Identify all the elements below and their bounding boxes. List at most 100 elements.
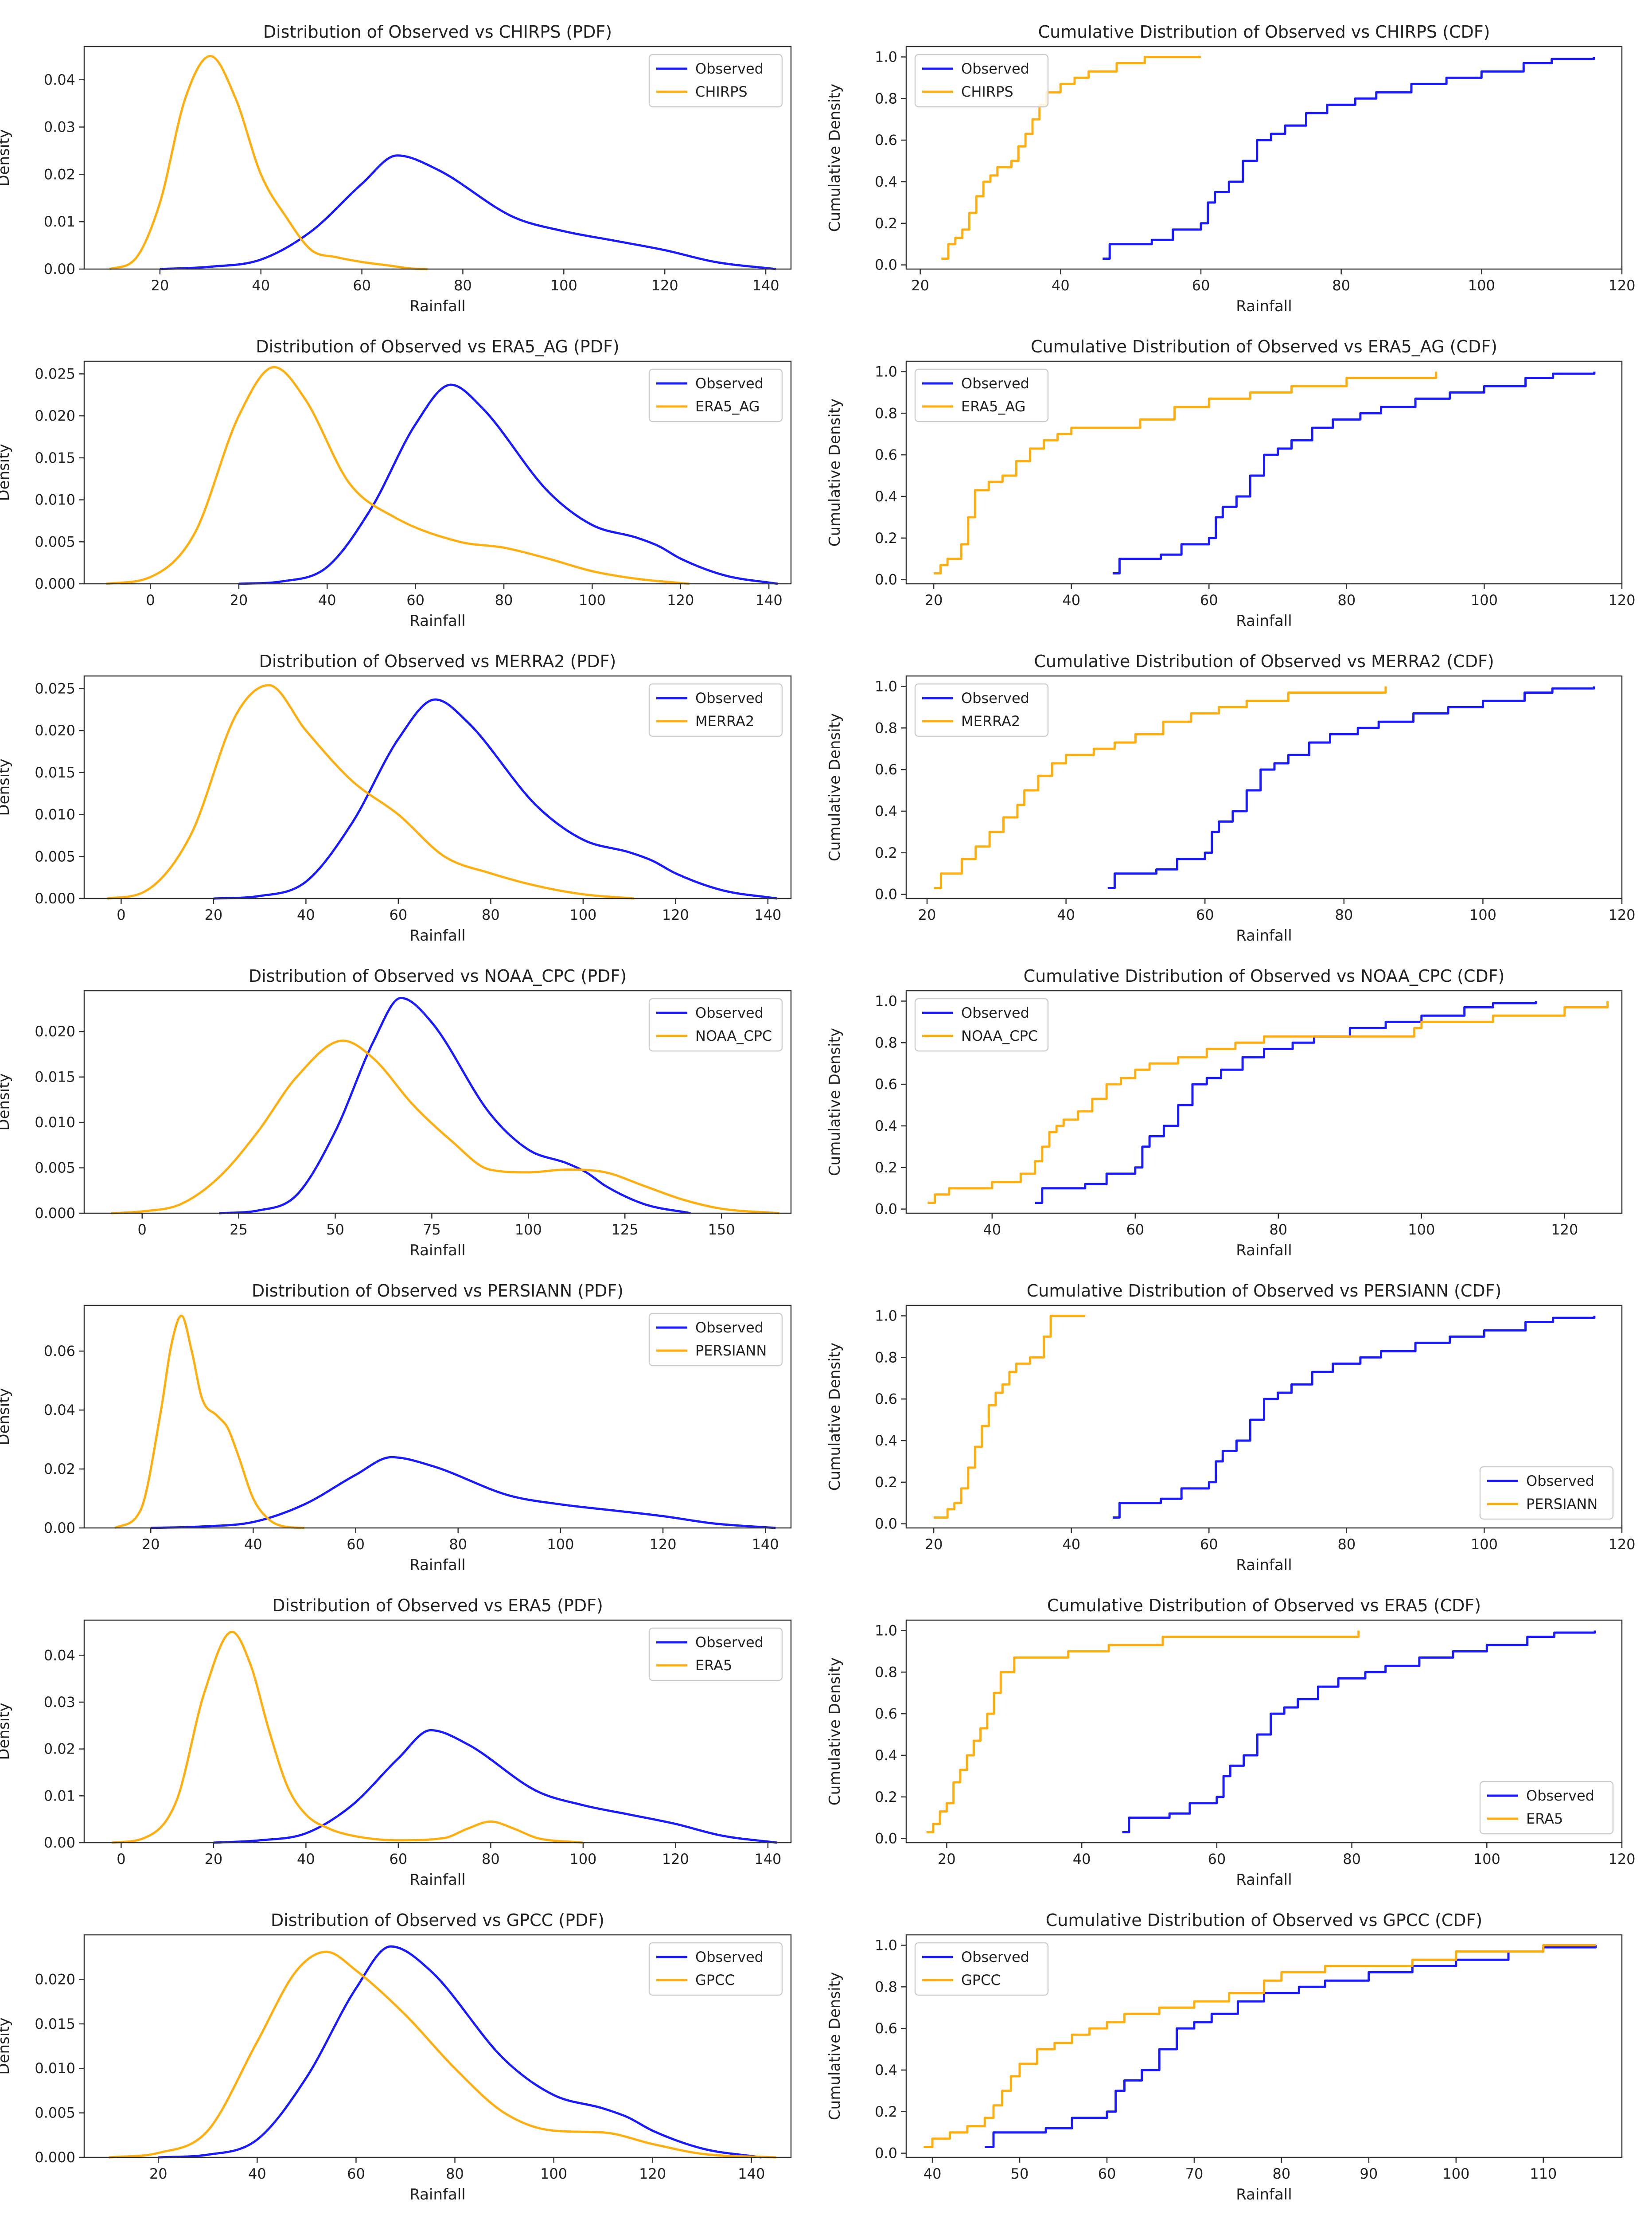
- y-tick-label: 0.0: [875, 1516, 897, 1532]
- series-line-observed: [1122, 1630, 1596, 1833]
- y-tick-label: 0.03: [44, 1694, 75, 1711]
- x-tick-label: 100: [1468, 277, 1495, 294]
- plot-frame: [83, 1934, 792, 2158]
- series-line-chirps: [941, 56, 1201, 260]
- legend: Observed NOAA_CPC: [648, 998, 783, 1052]
- x-tick-label: 100: [1469, 906, 1496, 923]
- x-tick-label: 40: [297, 906, 315, 923]
- x-axis-label: Rainfall: [409, 297, 465, 315]
- series-line-chirps: [109, 55, 428, 270]
- legend-label: Observed: [695, 1634, 764, 1651]
- legend: Observed PERSIANN: [1479, 1466, 1614, 1520]
- x-tick-label: 80: [482, 1851, 500, 1867]
- x-tick-label: 100: [569, 1851, 596, 1867]
- x-tick-label: 100: [1442, 2165, 1469, 2182]
- x-tick-label: 20: [911, 277, 929, 294]
- series-line-gpcc: [109, 1950, 776, 2159]
- y-tick-label: 0.6: [875, 1076, 897, 1093]
- y-tick-label: 0.010: [35, 806, 75, 823]
- y-tick-label: 0.8: [875, 1349, 897, 1366]
- x-tick-label: 100: [515, 1221, 542, 1238]
- chart-title: Cumulative Distribution of Observed vs G…: [1046, 1910, 1483, 1930]
- legend: Observed MERRA2: [914, 683, 1049, 737]
- x-tick-label: 80: [449, 1536, 467, 1553]
- x-tick-label: 20: [205, 1851, 223, 1867]
- x-tick-label: 60: [406, 592, 425, 609]
- legend-label: Observed: [961, 1949, 1029, 1965]
- x-tick-label: 80: [446, 2165, 464, 2182]
- x-axis-label: Rainfall: [1236, 1556, 1292, 1574]
- chart-title: Distribution of Observed vs NOAA_CPC (PD…: [249, 966, 627, 986]
- x-tick-label: 100: [579, 592, 606, 609]
- chart-panel-6: Cumulative Distribution of Observed vs M…: [826, 652, 1636, 945]
- legend-label: Observed: [695, 1949, 764, 1965]
- legend-label: PERSIANN: [695, 1342, 767, 1359]
- x-tick-label: 80: [454, 277, 472, 294]
- y-tick-label: 0.06: [44, 1343, 75, 1359]
- y-tick-label: 0.02: [44, 1461, 75, 1477]
- y-tick-label: 0.00: [44, 1520, 75, 1536]
- y-tick-label: 0.015: [35, 1069, 75, 1086]
- y-tick-label: 0.010: [35, 1114, 75, 1131]
- x-axis-label: Rainfall: [409, 927, 465, 945]
- series-line-observed: [213, 1729, 778, 1844]
- y-tick-label: 0.000: [35, 2149, 75, 2166]
- plot-frame: [83, 675, 792, 899]
- x-tick-label: 40: [1062, 1536, 1080, 1553]
- legend-label: Observed: [1526, 1787, 1594, 1804]
- y-tick-label: 0.6: [875, 132, 897, 148]
- y-tick-label: 0.000: [35, 890, 75, 907]
- y-tick-label: 1.0: [875, 1937, 897, 1953]
- legend-label: CHIRPS: [961, 83, 1013, 100]
- y-tick-label: 0.025: [35, 365, 75, 382]
- y-tick-label: 0.01: [44, 213, 75, 230]
- x-tick-label: 80: [1343, 1851, 1361, 1867]
- y-tick-label: 0.2: [875, 844, 897, 861]
- legend-label: Observed: [695, 690, 764, 707]
- y-axis-label: Cumulative Density: [826, 1343, 844, 1491]
- chart-title: Distribution of Observed vs MERRA2 (PDF): [259, 652, 616, 671]
- y-tick-label: 0.010: [35, 492, 75, 508]
- y-tick-label: 0.6: [875, 446, 897, 463]
- legend: Observed CHIRPS: [914, 54, 1049, 108]
- series-line-observed: [1112, 1316, 1596, 1519]
- x-tick-label: 20: [151, 277, 169, 294]
- chart-title: Distribution of Observed vs ERA5_AG (PDF…: [256, 337, 619, 356]
- x-tick-label: 100: [540, 2165, 567, 2182]
- y-tick-label: 0.6: [875, 1705, 897, 1722]
- series-line-noaa-cpc: [111, 1039, 780, 1215]
- y-tick-label: 0.020: [35, 1023, 75, 1040]
- plot-frame: [83, 1305, 792, 1529]
- x-tick-label: 20: [938, 1851, 956, 1867]
- y-tick-label: 0.015: [35, 764, 75, 781]
- plot-frame: [905, 360, 1623, 585]
- plot-frame: [905, 1305, 1623, 1529]
- chart-title: Cumulative Distribution of Observed vs P…: [1027, 1281, 1502, 1301]
- x-tick-label: 120: [667, 592, 694, 609]
- x-tick-label: 40: [318, 592, 336, 609]
- x-tick-label: 100: [1408, 1221, 1435, 1238]
- legend-label: NOAA_CPC: [961, 1027, 1038, 1044]
- series-line-gpcc: [923, 1944, 1596, 2148]
- y-tick-label: 0.020: [35, 1971, 75, 1988]
- y-axis-label: Cumulative Density: [826, 1657, 844, 1805]
- y-tick-label: 0.04: [44, 71, 75, 88]
- legend-label: Observed: [1526, 1473, 1594, 1489]
- y-tick-label: 0.020: [35, 722, 75, 739]
- y-tick-label: 0.00: [44, 261, 75, 277]
- series-line-observed: [158, 1945, 762, 2159]
- series-line-era5-ag: [106, 366, 690, 585]
- y-tick-label: 0.0: [875, 1201, 897, 1218]
- y-tick-label: 0.04: [44, 1647, 75, 1664]
- x-tick-label: 120: [1551, 1221, 1578, 1238]
- x-tick-label: 140: [756, 592, 783, 609]
- chart-panel-9: Distribution of Observed vs PERSIANN (PD…: [0, 1281, 792, 1574]
- y-tick-label: 0.0: [875, 886, 897, 903]
- plot-frame: [83, 1619, 792, 1844]
- y-tick-label: 0.8: [875, 90, 897, 107]
- x-tick-label: 20: [149, 2165, 168, 2182]
- x-tick-label: 40: [1062, 592, 1080, 609]
- x-tick-label: 120: [651, 277, 678, 294]
- legend-label: NOAA_CPC: [695, 1027, 772, 1044]
- y-tick-label: 0.000: [35, 575, 75, 592]
